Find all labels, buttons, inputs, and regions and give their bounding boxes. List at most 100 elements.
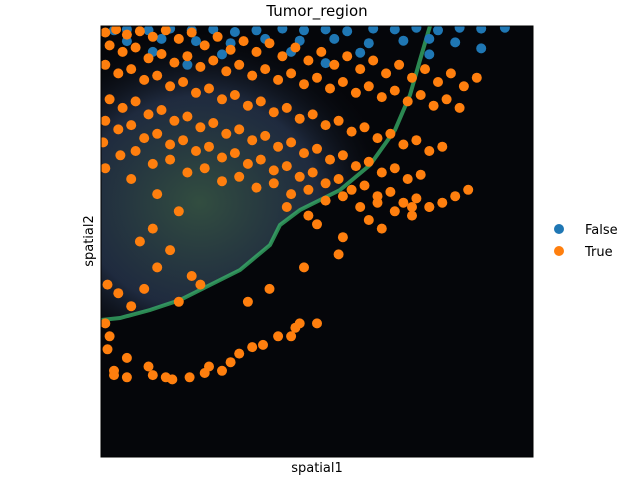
point-true-143 (165, 154, 176, 165)
point-true-35 (169, 57, 180, 68)
point-true-140 (115, 150, 126, 161)
point-false-21 (191, 36, 201, 47)
point-true-69 (242, 100, 253, 111)
point-true-202 (121, 372, 132, 383)
point-true-142 (147, 158, 158, 169)
point-true-171 (113, 288, 124, 299)
point-true-109 (415, 169, 426, 180)
point-true-203 (160, 372, 171, 383)
point-true-141 (130, 146, 141, 156)
point-false-26 (363, 38, 374, 49)
point-true-149 (268, 178, 279, 189)
point-true-92 (195, 122, 206, 133)
point-true-27 (445, 68, 456, 79)
point-true-61 (139, 74, 150, 85)
point-true-201 (109, 370, 119, 381)
point-false-7 (251, 26, 262, 36)
point-true-70 (255, 96, 266, 107)
x-axis-label: spatial1 (291, 461, 343, 476)
point-true-204 (199, 368, 210, 378)
point-true-179 (147, 370, 158, 381)
point-true-125 (294, 171, 305, 182)
point-true-83 (424, 146, 435, 156)
point-true-52 (389, 85, 400, 96)
point-true-75 (320, 120, 331, 131)
point-true-194 (376, 223, 387, 234)
point-true-139 (101, 137, 109, 148)
point-true-77 (346, 126, 357, 137)
point-true-148 (251, 182, 262, 193)
point-false-8 (277, 26, 288, 34)
point-true-20 (355, 64, 366, 75)
point-true-46 (312, 72, 322, 83)
plot-area (101, 26, 533, 457)
point-true-91 (182, 111, 193, 122)
point-true-48 (337, 77, 348, 87)
point-true-22 (381, 68, 392, 79)
point-true-59 (113, 68, 124, 79)
point-true-138 (463, 184, 474, 195)
point-true-32 (130, 42, 141, 53)
point-true-103 (337, 150, 348, 161)
point-true-160 (152, 189, 163, 200)
point-true-122 (255, 154, 266, 165)
point-true-183 (217, 365, 227, 376)
point-false-12 (368, 26, 379, 34)
point-true-185 (258, 339, 268, 350)
point-true-196 (424, 202, 435, 212)
point-true-188 (242, 296, 253, 307)
point-true-124 (281, 161, 292, 172)
point-true-93 (208, 118, 219, 128)
point-true-7 (186, 27, 197, 38)
point-true-79 (372, 133, 383, 144)
point-true-132 (385, 186, 396, 197)
point-true-78 (359, 122, 370, 133)
point-true-150 (286, 189, 297, 200)
point-false-29 (450, 37, 461, 48)
point-true-47 (325, 83, 335, 94)
point-true-58 (101, 59, 111, 70)
point-true-192 (333, 249, 344, 260)
point-true-29 (471, 72, 482, 83)
point-false-18 (499, 26, 510, 33)
point-true-68 (229, 90, 240, 100)
point-true-191 (299, 262, 309, 273)
point-true-121 (242, 158, 253, 169)
point-false-25 (329, 33, 340, 44)
point-true-133 (398, 197, 409, 208)
point-true-198 (363, 215, 374, 225)
tissue-edge (101, 26, 432, 322)
point-true-24 (407, 72, 417, 83)
point-true-172 (102, 279, 113, 290)
point-true-87 (130, 96, 141, 107)
point-false-36 (182, 59, 193, 70)
point-true-80 (385, 128, 396, 139)
point-true-189 (264, 283, 275, 294)
point-true-97 (260, 130, 271, 141)
point-true-64 (178, 77, 189, 87)
point-true-18 (329, 59, 340, 70)
point-true-170 (195, 279, 206, 290)
point-true-165 (152, 262, 163, 273)
point-true-128 (333, 174, 344, 184)
point-true-137 (450, 191, 461, 202)
point-true-176 (121, 352, 132, 363)
point-true-9 (212, 31, 223, 42)
point-true-100 (299, 148, 309, 159)
point-false-11 (342, 26, 353, 37)
point-false-27 (398, 35, 409, 46)
point-true-63 (165, 81, 176, 92)
point-true-105 (363, 156, 374, 167)
point-true-13 (264, 38, 275, 49)
point-false-33 (355, 47, 366, 58)
point-true-136 (437, 197, 448, 208)
point-true-146 (217, 176, 227, 187)
point-true-206 (247, 342, 258, 353)
point-false-20 (156, 33, 167, 44)
point-true-197 (312, 219, 322, 230)
point-true-199 (281, 202, 292, 212)
point-true-111 (113, 124, 124, 135)
point-true-16 (303, 55, 314, 66)
legend-label-false: False (585, 223, 618, 238)
point-true-85 (104, 94, 115, 105)
